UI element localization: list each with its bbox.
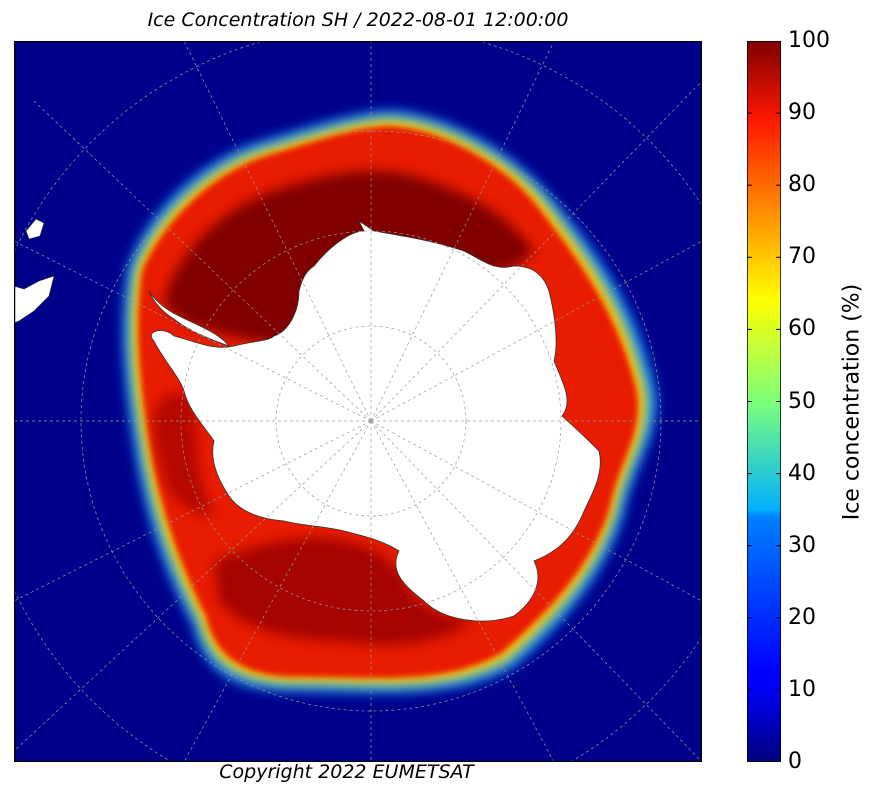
colorbar-tick-label: 40	[788, 460, 816, 486]
colorbar-tick-label: 0	[788, 749, 802, 774]
copyright-notice: Copyright 2022 EUMETSAT	[219, 761, 474, 783]
colorbar-tick-label: 30	[788, 532, 816, 558]
graticule	[14, 41, 702, 762]
island	[25, 218, 45, 240]
colorbar-tick-label: 70	[788, 244, 816, 270]
colorbar-tick-label: 60	[788, 316, 816, 342]
colorbar-tick-label: 50	[788, 388, 816, 414]
colorbar-tick-label: 90	[788, 100, 816, 126]
colorbar	[747, 41, 781, 762]
sea-ice-map	[14, 41, 702, 762]
colorbar-tick-label: 10	[788, 676, 816, 702]
colorbar-tick-label: 80	[788, 172, 816, 198]
antarctica	[151, 219, 601, 622]
south-america-tip	[14, 275, 55, 324]
map-title: Ice Concentration SH / 2022-08-01 12:00:…	[147, 9, 569, 31]
colorbar-label: Ice concentration (%)	[839, 283, 865, 521]
colorbar-tick-label: 20	[788, 604, 816, 630]
colorbar-tick-label: 100	[788, 28, 830, 53]
